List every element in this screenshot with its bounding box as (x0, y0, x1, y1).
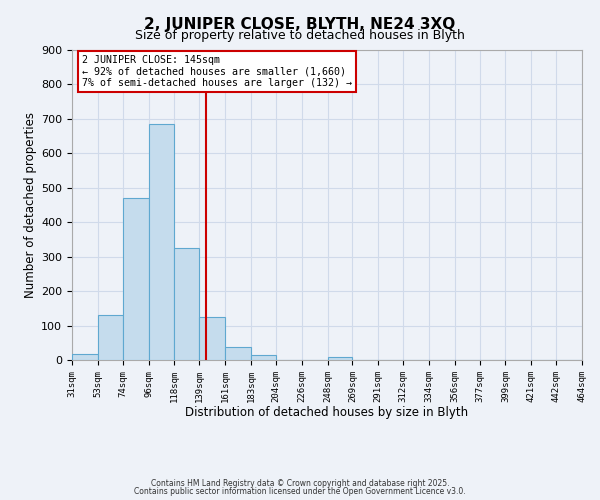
Bar (149, 124, 175, 360)
Bar (251, 355, 276, 360)
Bar (328, 357, 352, 360)
Bar (98, 315, 122, 360)
Y-axis label: Number of detached properties: Number of detached properties (24, 112, 37, 298)
X-axis label: Distribution of detached houses by size in Blyth: Distribution of detached houses by size … (185, 406, 469, 419)
Bar (225, 347, 251, 360)
Bar (122, 198, 149, 360)
Text: Contains HM Land Registry data © Crown copyright and database right 2025.: Contains HM Land Registry data © Crown c… (151, 479, 449, 488)
Text: Contains public sector information licensed under the Open Government Licence v3: Contains public sector information licen… (134, 486, 466, 496)
Text: 2, JUNIPER CLOSE, BLYTH, NE24 3XQ: 2, JUNIPER CLOSE, BLYTH, NE24 3XQ (145, 18, 455, 32)
Text: 2 JUNIPER CLOSE: 145sqm
← 92% of detached houses are smaller (1,660)
7% of semi-: 2 JUNIPER CLOSE: 145sqm ← 92% of detache… (82, 54, 352, 88)
Text: Size of property relative to detached houses in Blyth: Size of property relative to detached ho… (135, 29, 465, 42)
Bar (175, 248, 199, 360)
Bar (199, 317, 225, 360)
Bar (72, 354, 98, 360)
